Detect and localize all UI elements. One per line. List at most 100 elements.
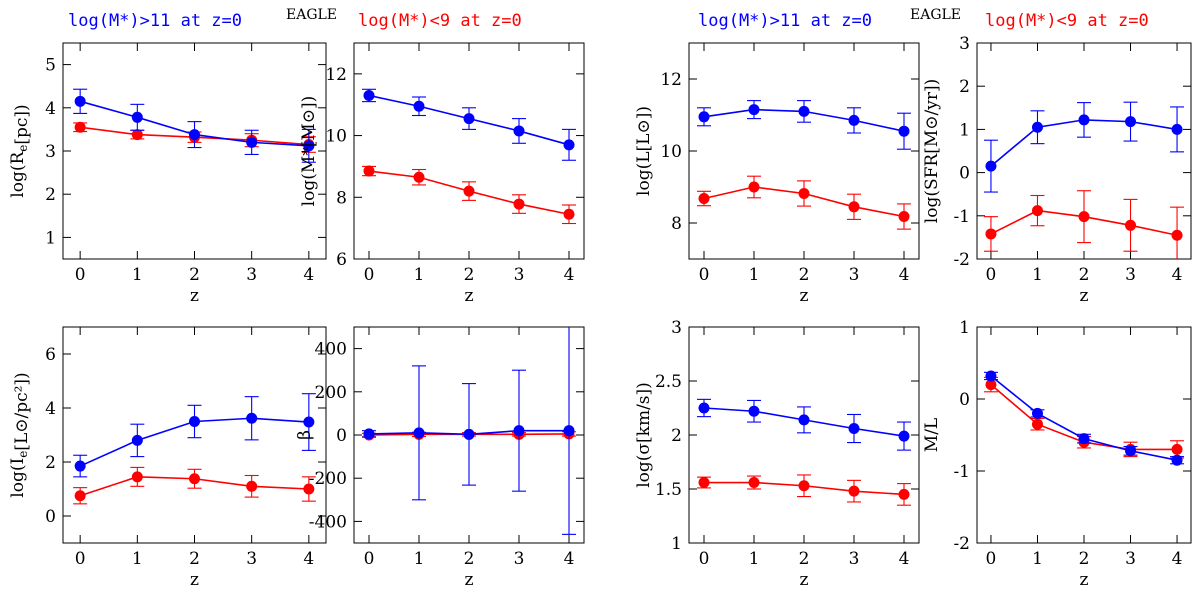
x-tick-label: 3 [514,265,525,285]
y-axis-label: log(Re[pc]) [8,104,32,197]
data-point [513,125,525,137]
data-point [1078,433,1090,445]
data-point [748,477,760,489]
y-tick-label: 4 [45,99,56,119]
x-tick-label: 2 [464,549,475,569]
data-point [246,412,258,424]
x-tick-label: 3 [849,265,860,285]
data-point [985,379,997,391]
data-point [985,160,997,172]
data-point [898,488,910,500]
right-header-eagle: EAGLE [910,7,961,23]
data-point [1171,443,1183,455]
left-header-high-mass: log(M*)>11 at z=0 [68,11,242,31]
x-tick-label: 0 [75,265,86,285]
left-group-header: log(M*)>11 at z=0 EAGLE log(M*)<9 at z=0 [68,7,522,31]
x-tick-label: 2 [799,549,810,569]
x-axis-label: z [800,286,809,306]
data-point [189,129,200,141]
panel-data [983,370,1185,466]
series-high-mass [362,88,576,161]
data-point [246,136,258,148]
x-tick-label: 0 [364,549,375,569]
x-tick-label: 2 [1079,265,1090,285]
x-tick-label: 1 [1032,549,1043,569]
right-group-header: log(M*)>11 at z=0 EAGLE log(M*)<9 at z=0 [698,7,1149,31]
data-point [363,89,375,101]
data-point [1171,123,1183,135]
series-low-mass [73,466,316,505]
data-point [413,427,425,439]
y-axis-label: log(Ie[L⊙/pc²]) [8,372,32,497]
data-point [463,428,475,440]
x-tick-label: 1 [132,549,143,569]
y-tick-label: 2 [45,453,56,473]
y-tick-label: 1 [45,228,56,248]
data-point [1171,454,1183,466]
data-point [463,185,475,197]
y-tick-label: 6 [336,250,347,270]
data-point [1031,407,1043,419]
data-point [74,460,86,472]
y-tick-label: -2 [953,250,970,270]
data-point [798,480,810,492]
x-tick-label: 1 [749,549,760,569]
x-tick-label: 3 [1125,265,1136,285]
data-point [413,100,425,112]
y-tick-label: 0 [959,164,970,184]
x-tick-label: 3 [1125,549,1136,569]
data-point [848,201,860,213]
y-axis-label: log(M*[M⊙]) [299,96,319,207]
x-tick-label: 4 [564,265,575,285]
data-point [985,370,997,382]
data-point [1125,219,1137,231]
data-point [563,425,575,437]
x-tick-label: 1 [132,265,143,285]
data-point [131,129,143,141]
right-header-high-mass: log(M*)>11 at z=0 [698,11,872,31]
x-tick-label: 2 [464,265,475,285]
y-tick-label: 3 [671,318,682,338]
data-point [748,405,760,417]
y-tick-label: 0 [336,426,347,446]
data-point [798,187,810,199]
data-point [848,485,860,497]
series-high-mass [697,398,911,451]
y-tick-label: 2.5 [655,372,682,392]
y-tick-label: -200 [309,469,347,489]
x-tick-label: 4 [899,265,910,285]
x-tick-label: 0 [699,549,710,569]
x-tick-label: 0 [75,549,86,569]
x-tick-label: 2 [189,549,200,569]
y-tick-label: 10 [325,127,347,147]
y-tick-label: 5 [45,56,56,76]
x-axis-label: z [465,286,474,306]
y-tick-label: -1 [953,462,970,482]
data-point [513,425,525,437]
data-point [748,104,760,116]
data-point [74,121,86,133]
y-tick-label: 200 [315,383,347,403]
data-point [698,111,710,123]
y-tick-label: 1 [959,120,970,140]
data-point [563,208,575,220]
series-high-mass [697,100,911,150]
data-point [463,113,475,125]
series-high-mass [73,88,316,163]
x-tick-label: 1 [414,549,425,569]
data-point [1078,211,1090,223]
data-point [189,473,200,485]
data-point [898,211,910,223]
x-tick-label: 4 [564,549,575,569]
data-point [898,125,910,137]
x-tick-label: 1 [414,265,425,285]
x-tick-label: 3 [246,549,257,569]
data-point [698,477,710,489]
y-tick-label: 0 [959,390,970,410]
y-tick-label: 10 [660,142,682,162]
data-point [1125,445,1137,457]
x-tick-label: 2 [189,265,200,285]
